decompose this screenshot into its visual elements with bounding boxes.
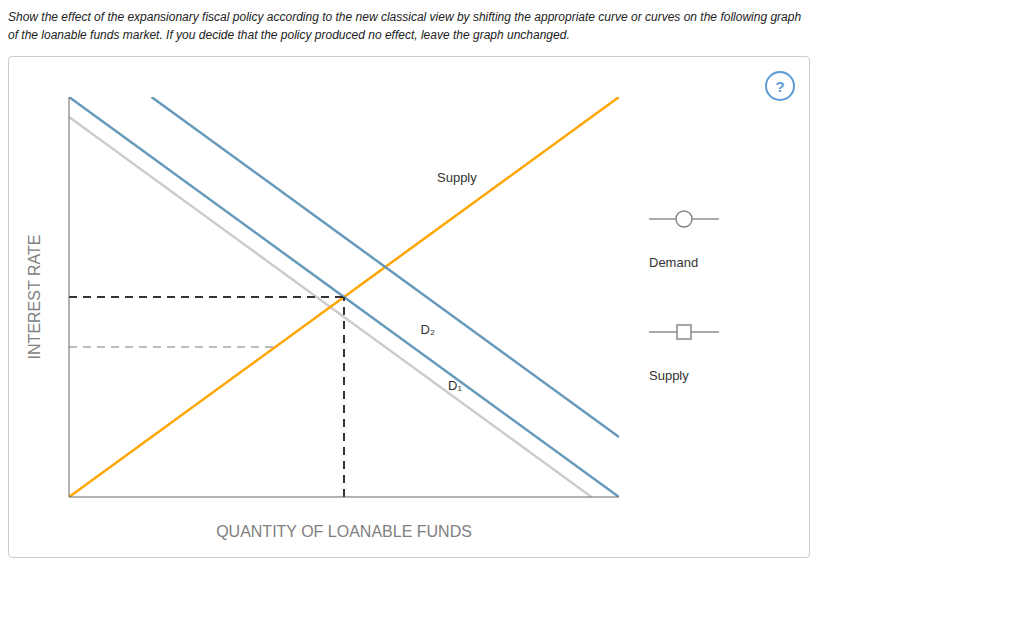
html-text:of the loanable funds market.: of the loanable funds market. If you dec… bbox=[8, 28, 570, 42]
svg-text:D₂: D₂ bbox=[421, 322, 435, 337]
svg-text:INTEREST RATE: INTEREST RATE bbox=[26, 235, 43, 360]
svg-text:D₁: D₁ bbox=[448, 378, 462, 393]
html-text:Demand: Demand bbox=[649, 255, 699, 270]
svg-text:Supply: Supply bbox=[437, 170, 477, 185]
html-text:Supply: Supply bbox=[649, 368, 689, 383]
svg-text:QUANTITY OF LOANABLE FUNDS: QUANTITY OF LOANABLE FUNDS bbox=[216, 523, 472, 540]
html-text:Show the effect of the expansi: Show the effect of the expansionary fisc… bbox=[8, 10, 802, 24]
